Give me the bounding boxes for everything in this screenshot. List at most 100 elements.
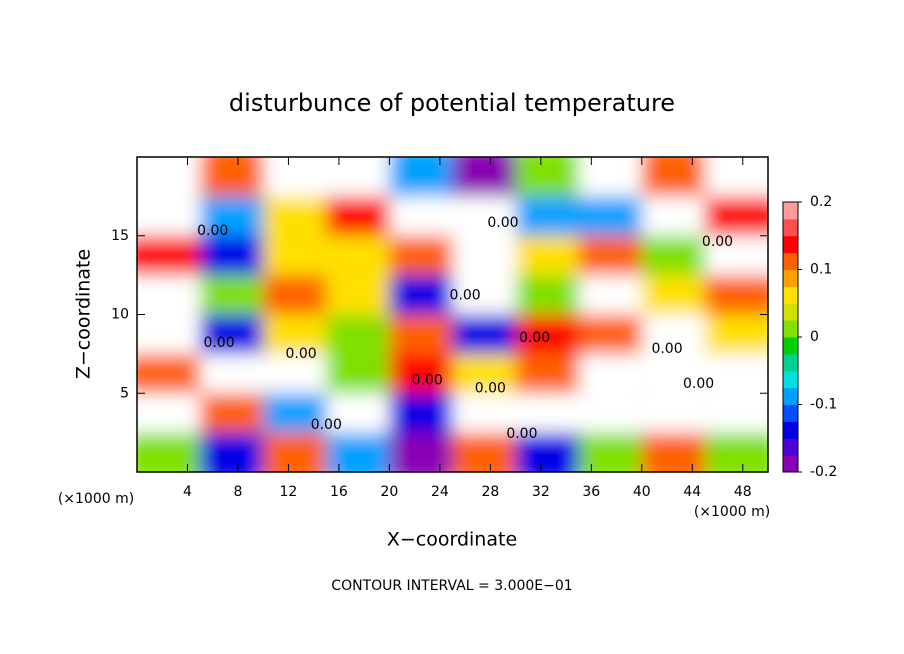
field-cell: [200, 275, 264, 315]
colorbar-swatch: [783, 421, 798, 439]
x-tick-label: 32: [532, 484, 550, 500]
colorbar-swatch: [783, 252, 798, 270]
cells: [137, 157, 768, 472]
contour-label: 0.00: [450, 288, 481, 304]
field-cell: [389, 235, 453, 276]
field-cell: [137, 157, 201, 197]
contour-label: 0.00: [412, 373, 443, 389]
colorbar-swatch: [783, 438, 798, 456]
field-cell: [200, 432, 264, 472]
contour-label: 0.00: [203, 335, 234, 351]
field-cell: [389, 196, 453, 236]
x-tick-label: 20: [380, 484, 398, 500]
field-cell: [326, 353, 390, 394]
field-cell: [137, 275, 201, 315]
chart-title: disturbunce of potential temperature: [229, 89, 675, 117]
x-tick-label: 16: [330, 484, 348, 500]
field-cell: [452, 432, 516, 472]
field-cell: [515, 235, 579, 276]
field-cell: [515, 275, 579, 315]
field-cell: [200, 196, 264, 236]
x-tick-label: 36: [582, 484, 600, 500]
colorbar-swatch: [783, 353, 798, 372]
colorbar-swatch: [783, 269, 798, 287]
x-tick-label: 12: [280, 484, 298, 500]
field-cell: [452, 275, 516, 315]
field-cell: [704, 314, 768, 354]
field-cell: [326, 314, 390, 354]
field-cell: [200, 393, 264, 433]
field-cell: [452, 314, 516, 354]
field-cell: [326, 275, 390, 315]
y-tick-label: 10: [111, 307, 129, 323]
x-tick-label: 40: [633, 484, 651, 500]
field-cell: [200, 314, 264, 354]
y-axis-label: Z−coordinate: [73, 249, 95, 379]
field-cell: [704, 196, 768, 236]
field-cell: [263, 196, 327, 236]
field-cell: [515, 196, 579, 236]
contour-label: 0.00: [683, 376, 714, 392]
x-axis-label: X−coordinate: [387, 529, 517, 551]
colorbar-swatch: [783, 303, 798, 321]
field-cell: [578, 157, 642, 197]
x-tick-label: 44: [683, 484, 701, 500]
field-cell: [452, 235, 516, 276]
field-cell: [137, 314, 201, 354]
field-cell: [452, 157, 516, 197]
field-cell: [137, 393, 201, 433]
colorbar-swatch: [783, 404, 798, 422]
contour-label: 0.00: [197, 223, 228, 239]
colorbar-tick-label: -0.1: [810, 397, 837, 413]
footer-note: CONTOUR INTERVAL = 3.000E−01: [331, 578, 572, 594]
y-tick-label: 15: [111, 228, 129, 244]
field-cell: [200, 353, 264, 394]
colorbar-tick-label: 0: [810, 329, 819, 345]
field-cell: [389, 157, 453, 197]
field-cell: [641, 393, 705, 433]
field-cell: [263, 235, 327, 276]
field-cell: [578, 196, 642, 236]
field-cell: [641, 157, 705, 197]
field-cell: [578, 432, 642, 472]
field-cell: [704, 157, 768, 197]
field-cell: [578, 275, 642, 315]
field-cell: [641, 314, 705, 354]
contour-label: 0.00: [285, 346, 316, 362]
y-unit: (×1000 m): [58, 491, 134, 507]
field-cell: [200, 235, 264, 276]
x-tick-label: 24: [431, 484, 449, 500]
field-cell: [641, 275, 705, 315]
field-cell: [578, 235, 642, 276]
field-cell: [578, 353, 642, 394]
field-cell: [326, 196, 390, 236]
field-cell: [137, 432, 201, 472]
field-cell: [515, 393, 579, 433]
contour-label: 0.00: [506, 426, 537, 442]
x-tick-label: 28: [481, 484, 499, 500]
x-tick-label: 8: [233, 484, 242, 500]
field-cell: [704, 275, 768, 315]
field-cell: [137, 196, 201, 236]
field-cell: [515, 353, 579, 394]
field-cell: [389, 353, 453, 394]
field-cell: [452, 393, 516, 433]
field-cell: [641, 235, 705, 276]
field-cell: [515, 314, 579, 354]
colorbar-swatch: [783, 320, 798, 338]
contour-label: 0.00: [519, 330, 550, 346]
field-cell: [389, 275, 453, 315]
field-cell: [389, 432, 453, 472]
contour-label: 0.00: [702, 234, 733, 250]
colorbar-tick-label: -0.2: [810, 464, 837, 480]
field-cell: [704, 353, 768, 394]
field-cell: [704, 432, 768, 472]
colorbar-swatch: [783, 337, 798, 355]
colorbar-swatch: [783, 202, 798, 220]
contour-label: 0.00: [311, 417, 342, 433]
x-tick-label: 4: [183, 484, 192, 500]
field-cell: [515, 432, 579, 472]
field-cell: [137, 353, 201, 394]
field-cell: [704, 235, 768, 276]
contour-label: 0.00: [487, 215, 518, 231]
